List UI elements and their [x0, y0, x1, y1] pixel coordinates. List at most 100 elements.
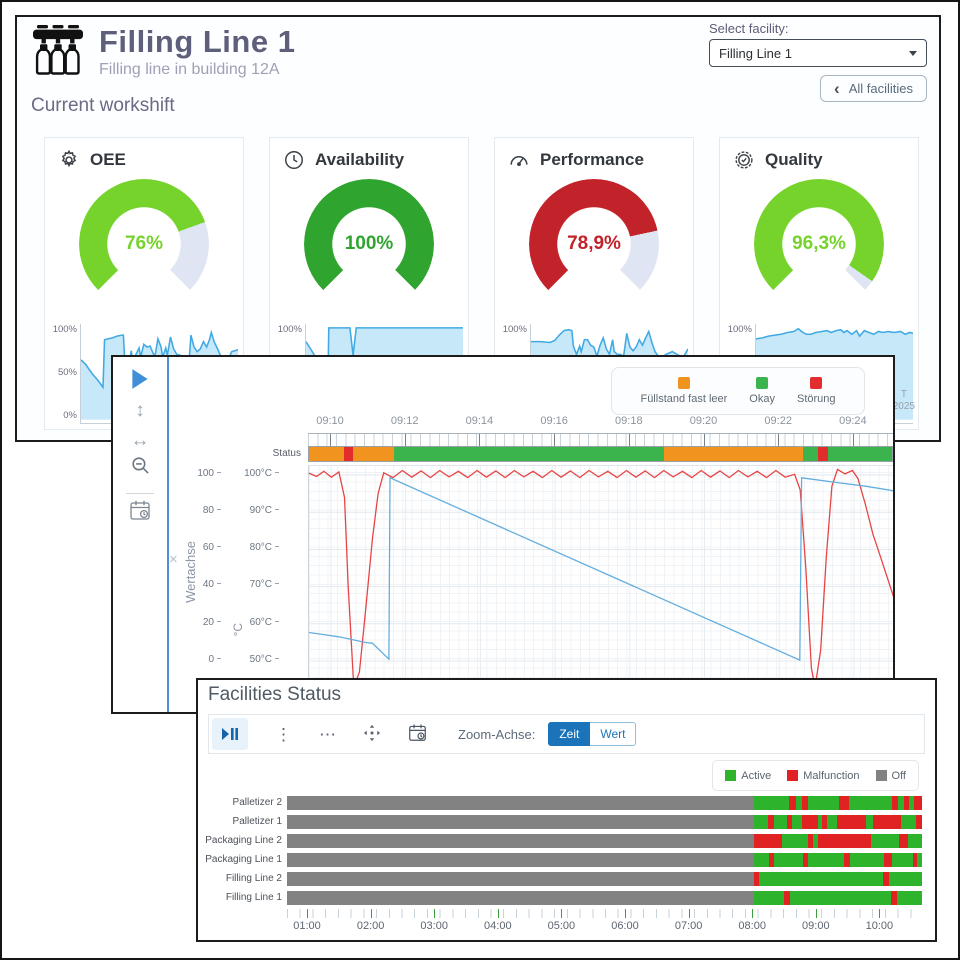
gantt-segment: [768, 814, 775, 829]
legend-label: Okay: [749, 393, 775, 405]
gantt-row: Palletizer 2: [198, 793, 933, 812]
page-title: Filling Line 1: [99, 24, 296, 59]
gantt-segment: [873, 814, 901, 829]
gantt-row: Palletizer 1: [198, 812, 933, 831]
gantt-row-label: Palletizer 1: [232, 816, 282, 827]
major-tick: [688, 909, 690, 918]
play-pause-icon[interactable]: [212, 718, 248, 750]
gantt-segment: [287, 814, 754, 829]
legend-swatch: [787, 770, 799, 781]
caret-down-icon: [909, 50, 917, 56]
gantt-segment: [883, 852, 893, 867]
timeline-window: ↕ ↔ × Wertachse °C Füllstand fast leer Oka…: [111, 355, 895, 714]
dashboard-panel: Filling Line 1 Filling line in building …: [15, 15, 941, 442]
facility-select-value: Filling Line 1: [719, 45, 792, 61]
y-tick-label: 80: [195, 505, 221, 516]
facilities-legend: Active Malfunction Off: [712, 760, 919, 791]
gantt-segment: [898, 795, 904, 810]
time-axis-ticks: [308, 433, 893, 447]
x-tick-label: 05:00: [547, 920, 576, 932]
facility-select-label: Select facility:: [709, 21, 789, 36]
legend-swatch: [875, 770, 887, 781]
gantt-segment: [915, 814, 922, 829]
legend-item: Füllstand fast leer: [640, 377, 727, 405]
zoom-axis-wert-button[interactable]: Wert: [590, 722, 637, 746]
filling-machine-icon: [31, 25, 85, 80]
all-facilities-button[interactable]: ‹ All facilities: [820, 75, 927, 102]
x-tick-label: 04:00: [484, 920, 512, 932]
zoom-axis-label: Zoom-Achse:: [458, 726, 536, 742]
zoom-out-icon[interactable]: [113, 455, 167, 481]
gauge-arc: [529, 179, 659, 309]
section-title: Current workshift: [31, 95, 175, 116]
status-segment: [803, 447, 819, 461]
timeline-plot: [308, 465, 893, 712]
kpi-card-header: Performance: [495, 138, 693, 171]
kpi-title: Quality: [765, 150, 823, 169]
vertical-dots-icon[interactable]: ⋮: [275, 724, 292, 744]
major-tick: [778, 434, 780, 447]
timeline-toolbar: ↕ ↔: [113, 357, 167, 712]
status-segment: [353, 447, 395, 461]
play-icon[interactable]: [113, 367, 167, 396]
close-icon[interactable]: ×: [169, 551, 178, 568]
gantt-segment: [866, 814, 873, 829]
x-tick-label: 09:20: [689, 415, 718, 427]
gantt-segment: [817, 833, 872, 848]
gauge-arc: [79, 179, 209, 309]
y-tick-label: 0: [195, 654, 221, 665]
status-segment: [827, 447, 892, 461]
gantt-segment: [917, 852, 922, 867]
gantt-segment: [849, 852, 884, 867]
x-tick-label: 09:18: [615, 415, 643, 427]
page-header: Filling Line 1 Filling line in building …: [31, 25, 295, 80]
gantt-segment: [813, 833, 818, 848]
legend-item: Malfunction: [787, 770, 860, 782]
major-tick: [330, 434, 331, 447]
major-tick: [370, 909, 372, 918]
gantt-segment: [882, 871, 889, 886]
gear-icon: [58, 149, 80, 171]
gauge-value: 76%: [124, 233, 164, 254]
gantt-segment: [822, 814, 827, 829]
x-axis-label-fragment: T 2025: [892, 389, 915, 412]
gantt-segment: [888, 871, 922, 886]
zoom-axis-zeit-button[interactable]: Zeit: [548, 722, 591, 746]
gantt-segment: [807, 833, 814, 848]
move-icon[interactable]: [363, 724, 381, 745]
gantt-segment: [753, 795, 789, 810]
gantt-segment: [871, 833, 900, 848]
gantt-segment: [801, 795, 809, 810]
status-row-label: Status: [272, 448, 301, 459]
gantt-row: Filling Line 2: [198, 869, 933, 888]
gantt-segment: [774, 814, 787, 829]
gantt-bar: [287, 852, 922, 867]
facility-select[interactable]: Filling Line 1: [709, 39, 927, 67]
y2-tick-label: 100°C: [239, 468, 279, 479]
x-tick-label: 09:24: [839, 415, 867, 427]
horizontal-dots-icon[interactable]: ⋯: [319, 724, 336, 744]
y2-tick-label: 60°C: [239, 617, 279, 628]
facility-selector: Select facility: Filling Line 1 ‹ All fa…: [709, 21, 927, 102]
horizontal-resize-icon[interactable]: ↔: [130, 430, 150, 451]
calendar-icon[interactable]: [408, 723, 427, 745]
gantt-segment: [836, 814, 867, 829]
major-tick: [879, 909, 881, 918]
gauge: 100%: [304, 179, 434, 309]
gantt-segment: [774, 852, 804, 867]
legend-label: Off: [891, 769, 906, 782]
x-tick-label: 08:00: [738, 920, 766, 932]
gauge-arc: [304, 179, 434, 309]
x-tick-label: 09:12: [390, 415, 419, 427]
speedometer-icon: [508, 149, 530, 171]
toolbar-separator: [126, 493, 154, 494]
calendar-clock-icon[interactable]: [113, 499, 167, 526]
sparkline-y-labels: 100% 50% 0%: [49, 324, 80, 421]
gantt-segment: [753, 814, 769, 829]
major-tick: [561, 909, 563, 918]
all-facilities-label: All facilities: [848, 81, 913, 96]
gantt-row: Packaging Line 2: [198, 831, 933, 850]
gantt-bar: [287, 814, 922, 829]
x-tick-label: 09:10: [316, 415, 344, 427]
vertical-resize-icon[interactable]: ↕: [135, 400, 145, 421]
